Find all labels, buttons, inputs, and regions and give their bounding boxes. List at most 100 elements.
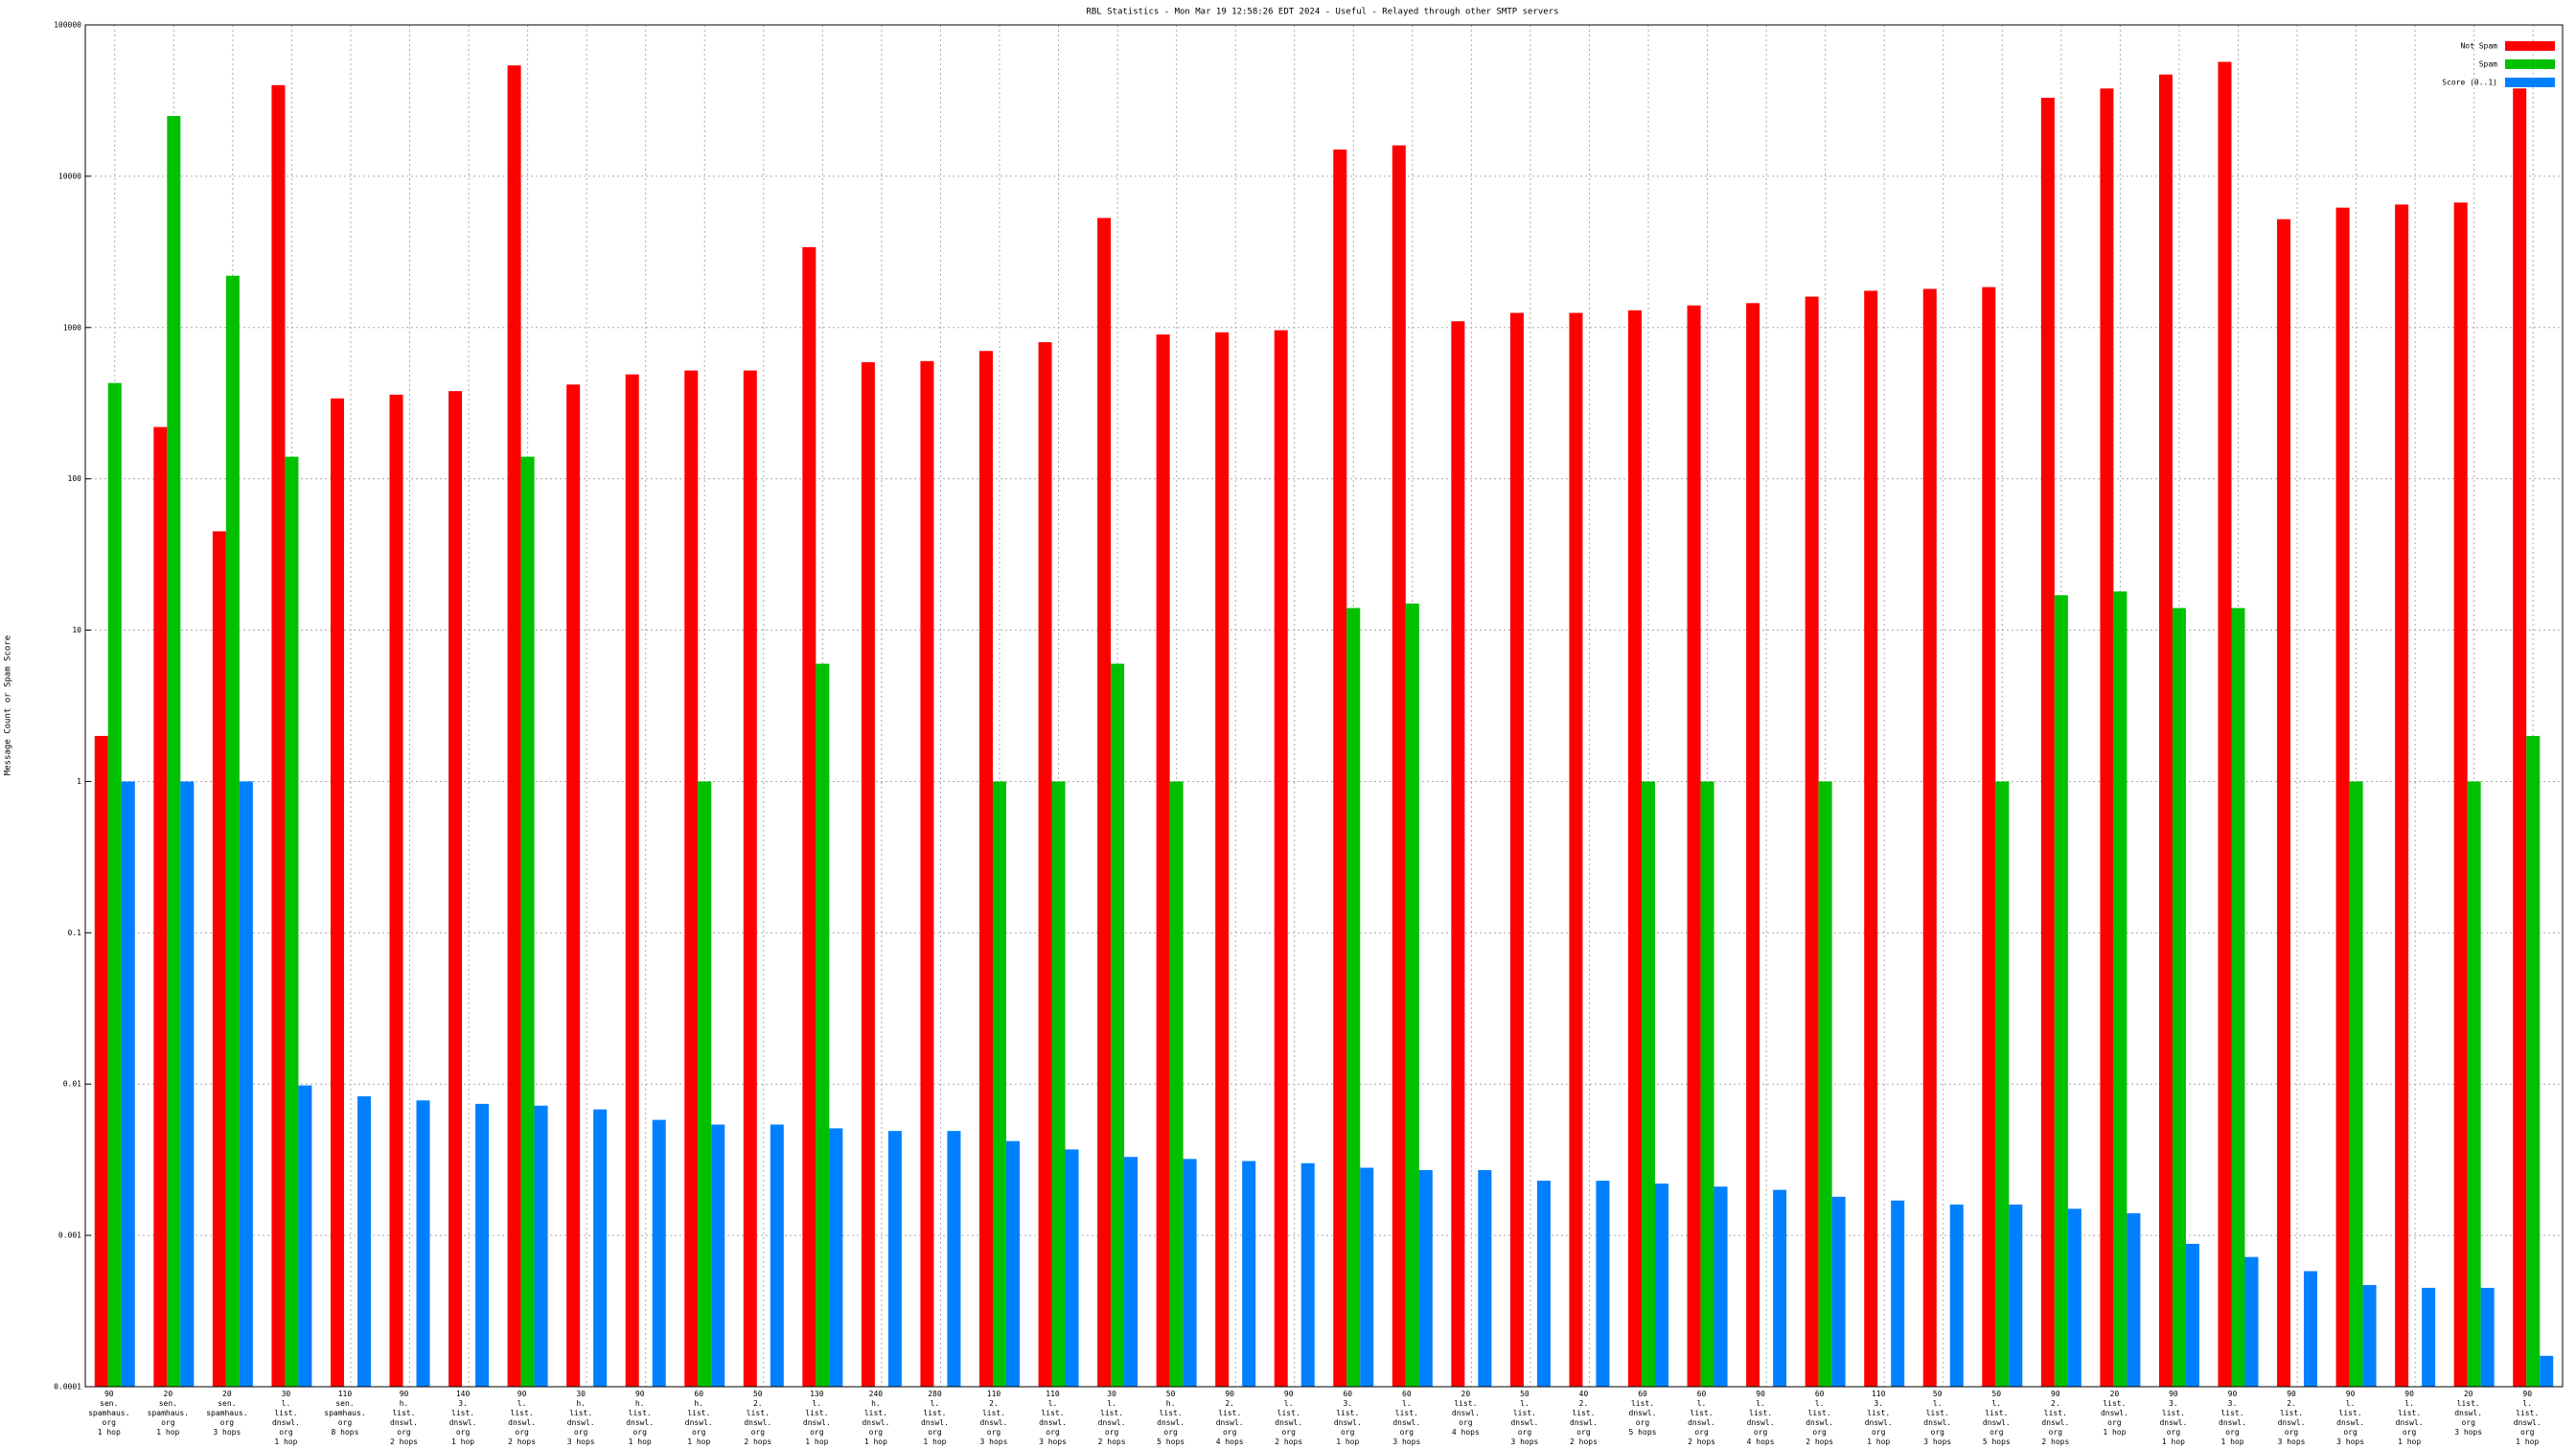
bar: [1111, 663, 1125, 1387]
x-tick-line: dnswl.: [390, 1418, 418, 1427]
bar: [1949, 1204, 1964, 1387]
x-tick-line: list.: [1160, 1409, 1183, 1417]
x-tick-line: l.: [1402, 1399, 1412, 1408]
bar: [1038, 342, 1052, 1387]
x-tick-line: sen.: [100, 1399, 118, 1408]
x-tick-line: dnswl.: [626, 1418, 654, 1427]
bar: [2067, 1208, 2082, 1387]
bar: [698, 781, 712, 1387]
x-tick-line: dnswl.: [803, 1418, 831, 1427]
x-tick-line: org: [1341, 1428, 1355, 1437]
x-tick-line: 2 hops: [2041, 1438, 2069, 1446]
x-tick-line: 3 hops: [1392, 1438, 1420, 1446]
x-tick-line: dnswl.: [862, 1418, 889, 1427]
x-tick-line: l.: [1284, 1399, 1294, 1408]
x-tick-label: 40 2. list. dnswl. org 2 hops: [1570, 1390, 1598, 1446]
legend-label: Spam: [2479, 60, 2497, 69]
x-tick-line: org: [2285, 1428, 2299, 1437]
x-tick-line: 90: [518, 1390, 527, 1398]
x-tick-line: 1 hop: [2103, 1428, 2126, 1437]
x-tick-line: 60: [1638, 1390, 1647, 1398]
x-tick-line: org: [987, 1428, 1001, 1437]
x-tick-line: org: [1812, 1428, 1827, 1437]
x-tick-line: 90: [2522, 1390, 2532, 1398]
x-tick-line: dnswl.: [1275, 1418, 1302, 1427]
legend-label: Score (0..1): [2442, 79, 2497, 87]
x-tick-label: 90 2. list. dnswl. org 2 hops: [2041, 1390, 2069, 1446]
x-tick-line: org: [1281, 1428, 1296, 1437]
bar: [2100, 88, 2114, 1387]
x-tick-line: list.: [1926, 1409, 1949, 1417]
x-tick-line: 1 hop: [805, 1438, 828, 1446]
bar: [2040, 98, 2055, 1388]
x-tick-label: 60 l. list. dnswl. org 2 hops: [1806, 1390, 1833, 1446]
x-tick-line: dnswl.: [2454, 1409, 2482, 1417]
x-tick-line: org: [456, 1428, 471, 1437]
x-tick-line: dnswl.: [2159, 1418, 2187, 1427]
x-tick-line: 2 hops: [1098, 1438, 1126, 1446]
x-tick-line: 90: [2051, 1390, 2060, 1398]
x-tick-line: org: [1163, 1428, 1178, 1437]
legend-swatch: [2505, 78, 2555, 87]
bar: [1051, 781, 1066, 1387]
x-tick-line: l.: [2522, 1399, 2532, 1408]
bar: [2304, 1271, 2318, 1387]
x-tick-line: 3 hops: [2278, 1438, 2306, 1446]
x-tick-line: 90: [2228, 1390, 2238, 1398]
legend-label: Not Spam: [2460, 42, 2497, 51]
x-tick-label: 90 l. list. dnswl. org 2 hops: [1275, 1390, 1302, 1446]
x-tick-label: 90 2. list. dnswl. org 4 hops: [1216, 1390, 1244, 1446]
x-tick-line: 60: [1343, 1390, 1352, 1398]
x-tick-label: 90 l. list. dnswl. org 3 hops: [2336, 1390, 2364, 1446]
bar: [212, 531, 226, 1387]
x-tick-line: list.: [2103, 1399, 2126, 1408]
x-tick-line: list.: [687, 1409, 710, 1417]
x-tick-line: l.: [282, 1399, 291, 1408]
x-tick-line: 1 hop: [2220, 1438, 2243, 1446]
x-tick-line: 1 hop: [629, 1438, 652, 1446]
x-tick-line: spamhaus.: [324, 1409, 365, 1417]
x-tick-label: 110 3. list. dnswl. org 1 hop: [1865, 1390, 1893, 1446]
x-tick-line: l.: [813, 1399, 822, 1408]
x-tick-line: list.: [805, 1409, 828, 1417]
bar: [2277, 218, 2291, 1388]
x-tick-line: 1 hop: [156, 1428, 179, 1437]
y-tick-label: 100000: [54, 21, 81, 30]
x-tick-line: 90: [1225, 1390, 1234, 1398]
x-tick-line: list.: [1572, 1409, 1595, 1417]
x-tick-line: dnswl.: [508, 1418, 536, 1427]
bar: [1569, 312, 1583, 1387]
bar: [1215, 332, 1230, 1388]
x-tick-label: 20 sen. spamhaus. org 1 hop: [148, 1390, 189, 1437]
x-tick-line: 1 hop: [98, 1428, 121, 1437]
bar: [2158, 74, 2173, 1388]
x-tick-line: l.: [1520, 1399, 1530, 1408]
x-tick-line: 3 hops: [980, 1438, 1008, 1446]
x-tick-line: l.: [1991, 1399, 2001, 1408]
x-tick-line: list.: [1631, 1399, 1654, 1408]
x-tick-line: dnswl.: [449, 1418, 477, 1427]
x-tick-line: dnswl.: [1216, 1418, 1244, 1427]
bar: [167, 116, 181, 1387]
bar: [330, 398, 344, 1387]
bar: [1642, 781, 1656, 1387]
x-tick-label: 60 3. list. dnswl. org 1 hop: [1334, 1390, 1362, 1446]
x-tick-line: dnswl.: [1983, 1418, 2011, 1427]
x-tick-line: 3 hops: [213, 1428, 241, 1437]
x-tick-label: 50 l. list. dnswl. org 5 hops: [1983, 1390, 2011, 1446]
bar: [356, 1095, 371, 1387]
bar: [1360, 1167, 1374, 1387]
x-tick-line: list.: [2398, 1409, 2421, 1417]
x-tick-label: 50 h. list. dnswl. org 5 hops: [1157, 1390, 1184, 1446]
x-tick-line: h.: [400, 1399, 409, 1408]
x-tick-line: list.: [1395, 1409, 1418, 1417]
x-tick-line: org: [103, 1418, 117, 1427]
x-tick-label: 110 l. list. dnswl. org 3 hops: [1039, 1390, 1067, 1446]
x-tick-label: 90 3. list. dnswl. org 1 hop: [2159, 1390, 2187, 1446]
x-tick-line: 3 hops: [2336, 1438, 2364, 1446]
x-tick-line: 90: [635, 1390, 645, 1398]
bar: [2422, 1287, 2436, 1387]
x-tick-line: org: [220, 1418, 235, 1427]
x-tick-line: org: [2343, 1428, 2358, 1437]
